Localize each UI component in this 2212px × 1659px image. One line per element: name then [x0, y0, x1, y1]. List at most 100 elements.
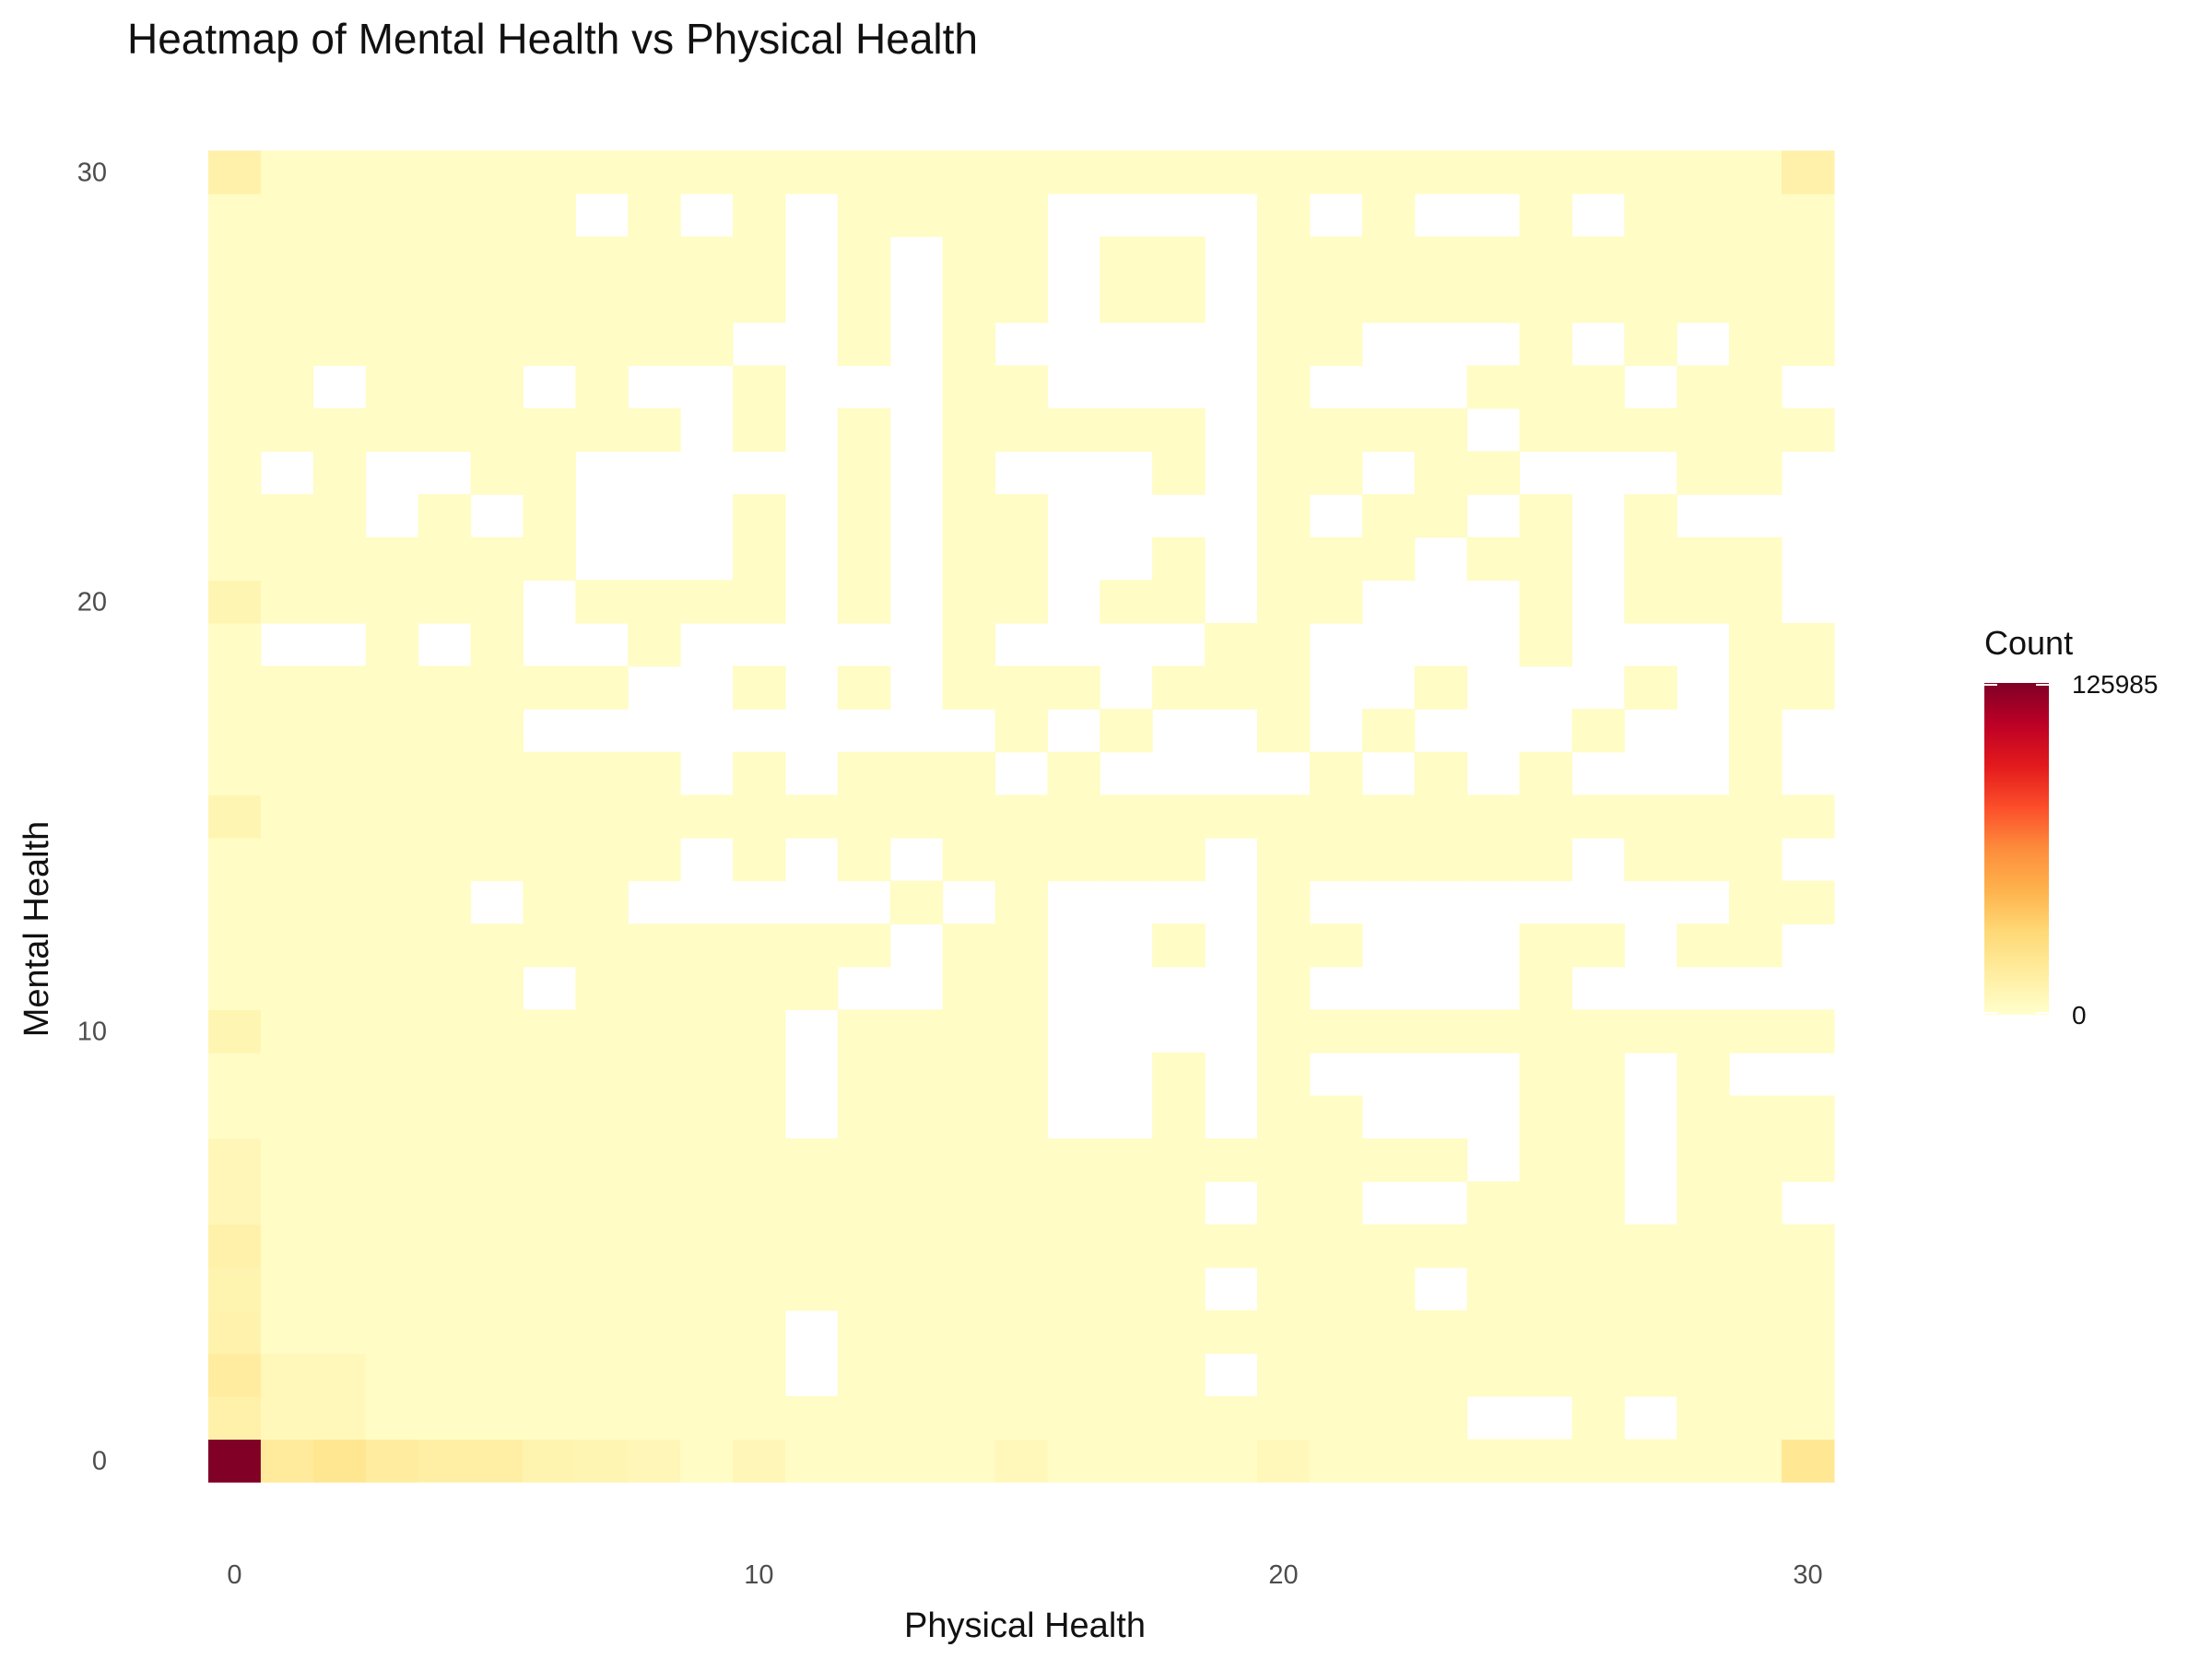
heatmap-cell — [680, 1310, 734, 1354]
heatmap-cell — [1361, 1395, 1416, 1440]
heatmap-cell — [1624, 1353, 1677, 1397]
heatmap-cell — [1047, 1224, 1100, 1268]
heatmap-cell — [523, 451, 576, 495]
heatmap-cell — [312, 580, 367, 624]
heatmap-cell — [1100, 279, 1153, 324]
heatmap-cell — [470, 451, 524, 495]
heatmap-cell — [208, 322, 262, 366]
legend-min-label: 0 — [2072, 1001, 2087, 1030]
heatmap-cell — [1152, 1224, 1206, 1268]
heatmap-cell — [1519, 1181, 1572, 1225]
heatmap-cell — [1729, 236, 1783, 280]
heatmap-cell — [1257, 365, 1311, 409]
heatmap-cell — [312, 408, 367, 453]
heatmap-cell — [208, 751, 262, 795]
heatmap-cell — [312, 1095, 367, 1139]
heatmap-cell — [1624, 580, 1677, 624]
heatmap-cell — [889, 1224, 944, 1268]
heatmap-cell — [628, 236, 681, 280]
heatmap-cell — [1257, 451, 1311, 495]
x-axis-ticks: 0 10 20 30 — [227, 1560, 1822, 1590]
heatmap-cell — [365, 665, 419, 710]
heatmap-cell — [418, 1267, 472, 1312]
heatmap-cell — [418, 924, 472, 968]
heatmap-cell — [260, 751, 314, 795]
heatmap-cell — [1047, 1439, 1100, 1483]
heatmap-cell — [1782, 794, 1835, 839]
heatmap-cell — [1519, 494, 1572, 538]
heatmap-cell — [1257, 880, 1311, 924]
heatmap-cell — [994, 1053, 1048, 1097]
y-tick-label: 20 — [77, 588, 107, 618]
heatmap-cell — [470, 1053, 524, 1097]
heatmap-cell — [942, 236, 996, 280]
y-axis-label: Mental Health — [18, 821, 56, 1037]
heatmap-cell — [575, 279, 629, 324]
heatmap-cell — [994, 665, 1048, 710]
heatmap-cell — [1152, 536, 1206, 581]
heatmap-cell — [1519, 1267, 1572, 1312]
heatmap-cell — [942, 279, 996, 324]
heatmap-cell — [1677, 279, 1730, 324]
heatmap-cell — [1624, 838, 1677, 882]
heatmap-cell — [1361, 536, 1416, 581]
heatmap-cell — [1519, 966, 1572, 1010]
heatmap-cell — [208, 494, 262, 538]
heatmap-cell — [523, 536, 576, 581]
heatmap-cell — [312, 536, 367, 581]
heatmap-cell — [208, 966, 262, 1010]
heatmap-cell — [418, 365, 472, 409]
heatmap-cell — [1361, 838, 1416, 882]
heatmap-cell — [1677, 1009, 1730, 1053]
heatmap-cell — [1729, 623, 1783, 667]
heatmap-cell — [523, 665, 576, 710]
heatmap-cell — [1257, 536, 1311, 581]
heatmap-cell — [733, 236, 786, 280]
heatmap-cell — [365, 194, 419, 238]
heatmap-cell — [260, 365, 314, 409]
heatmap-cell — [733, 751, 786, 795]
heatmap-cell — [1571, 1009, 1625, 1053]
heatmap-cell — [523, 236, 576, 280]
heatmap-cell — [1571, 794, 1625, 839]
heatmap-cell — [784, 1181, 839, 1225]
heatmap-cell — [208, 1009, 262, 1053]
heatmap-cell — [1729, 536, 1783, 581]
heatmap-cell — [1152, 1267, 1206, 1312]
heatmap-cell — [889, 1439, 944, 1483]
y-tick-label: 30 — [77, 159, 107, 188]
heatmap-cell — [1729, 365, 1783, 409]
heatmap-cell — [1152, 1353, 1206, 1397]
heatmap-cell — [418, 709, 472, 753]
heatmap-cell — [837, 1353, 891, 1397]
heatmap-cell — [260, 322, 314, 366]
heatmap-cell — [994, 1395, 1048, 1440]
heatmap-cell — [365, 794, 419, 839]
heatmap-cell — [1152, 1310, 1206, 1354]
heatmap-cell — [1309, 751, 1363, 795]
heatmap-cell — [784, 1224, 839, 1268]
heatmap-cell — [470, 751, 524, 795]
heatmap-cell — [1519, 279, 1572, 324]
heatmap-cell — [523, 1053, 576, 1097]
heatmap-cell — [365, 536, 419, 581]
heatmap-cell — [1414, 236, 1468, 280]
heatmap-cell — [1782, 279, 1835, 324]
heatmap-cell — [1100, 838, 1153, 882]
heatmap-cell — [470, 665, 524, 710]
heatmap-cell — [312, 1053, 367, 1097]
heatmap-cell — [1414, 1439, 1468, 1483]
heatmap-cell — [733, 408, 786, 453]
heatmap-cell — [1519, 236, 1572, 280]
heatmap-cell — [1677, 1310, 1730, 1354]
heatmap-cell — [942, 1095, 996, 1139]
x-axis-label: Physical Health — [904, 1606, 1146, 1645]
heatmap-cell — [1782, 1009, 1835, 1053]
heatmap-cell — [889, 1053, 944, 1097]
heatmap-cell — [418, 322, 472, 366]
heatmap-cell — [1624, 1267, 1677, 1312]
heatmap-cell — [418, 794, 472, 839]
heatmap-cell — [575, 1310, 629, 1354]
heatmap-cell — [260, 1181, 314, 1225]
heatmap-cell — [837, 665, 891, 710]
